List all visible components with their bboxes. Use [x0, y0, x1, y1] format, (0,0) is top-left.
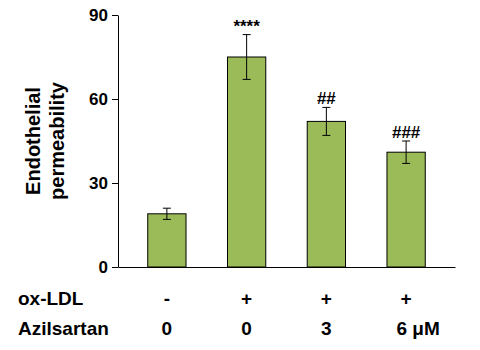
x-axis-line: [119, 267, 456, 268]
y-tick: 90: [89, 6, 118, 25]
error-line: [166, 208, 167, 219]
row-value: 0: [162, 318, 173, 339]
plot-area: [148, 35, 426, 267]
row-value: 6 μM: [396, 318, 439, 339]
y-tick-label: 30: [89, 174, 108, 193]
row-value: 3: [321, 318, 332, 339]
error-bar: [243, 35, 251, 80]
error-line: [326, 107, 327, 135]
y-tick: 0: [99, 258, 118, 277]
y-tick-mark: [112, 99, 118, 100]
row-value: +: [401, 288, 412, 309]
row-label: Azilsartan: [18, 318, 109, 339]
error-bar: [402, 141, 410, 163]
y-tick: 30: [89, 174, 118, 193]
significance-label: ****: [233, 17, 260, 36]
y-axis-title: Endothelialpermeability: [22, 81, 68, 200]
error-cap: [402, 163, 410, 164]
y-tick-label: 90: [89, 6, 108, 25]
error-line: [246, 35, 247, 80]
error-line: [406, 141, 407, 163]
y-axis: 0 30 60 90: [89, 6, 118, 277]
row-label: ox-LDL: [18, 288, 84, 309]
error-bar: [322, 107, 330, 135]
y-tick-mark: [112, 267, 118, 268]
y-tick-label: 0: [99, 258, 108, 277]
bar: [307, 121, 345, 267]
error-cap: [163, 208, 171, 209]
row-value: -: [164, 288, 170, 309]
significance-label: ###: [392, 123, 421, 142]
x-axis: [119, 267, 456, 268]
bar: [387, 152, 425, 267]
y-tick: 60: [89, 90, 118, 109]
y-tick-mark: [112, 15, 118, 16]
bar: [148, 214, 186, 267]
bar: [227, 57, 265, 267]
y-tick-mark: [112, 183, 118, 184]
significance-label: ##: [317, 89, 336, 108]
error-bar: [163, 208, 171, 219]
row-value: +: [321, 288, 332, 309]
y-axis-line: [118, 16, 119, 268]
error-cap: [163, 219, 171, 220]
error-cap: [243, 79, 251, 80]
error-cap: [322, 135, 330, 136]
chart: 0306090Endothelialpermeability****#####o…: [0, 0, 480, 350]
y-tick-label: 60: [89, 90, 108, 109]
row-value: +: [241, 288, 252, 309]
row-value: 0: [241, 318, 252, 339]
